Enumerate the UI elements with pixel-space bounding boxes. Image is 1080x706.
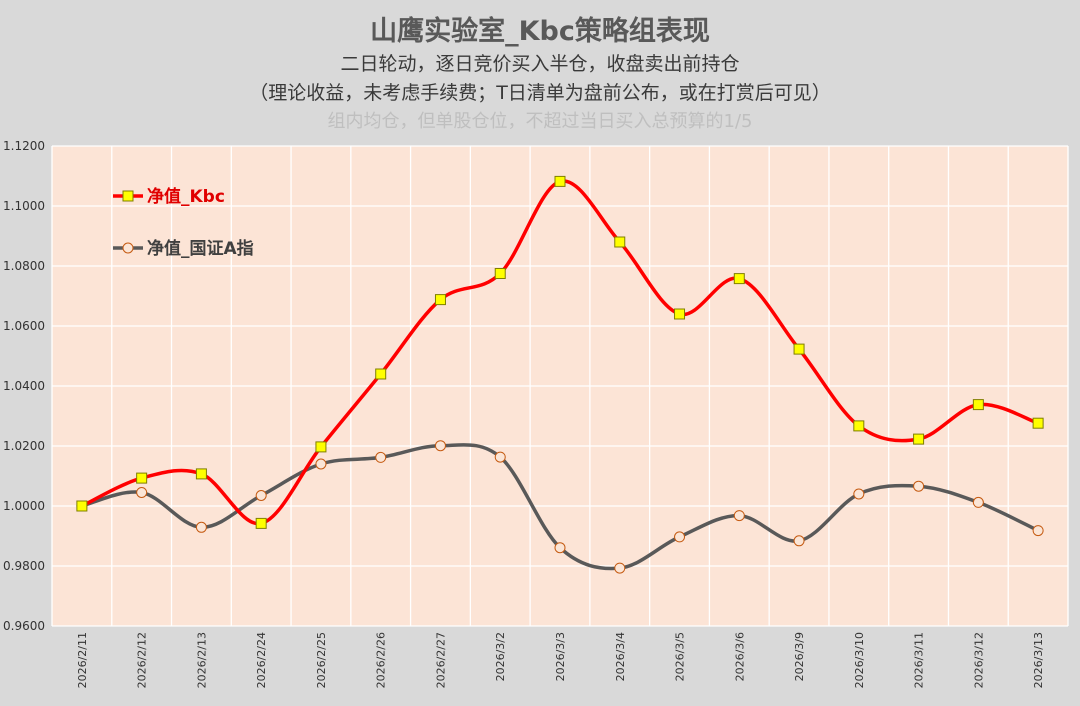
x-tick-label: 2026/3/6 [733, 632, 746, 681]
x-tick-label: 2026/3/2 [494, 632, 507, 681]
kbc-point-9 [614, 236, 626, 248]
series-markers [76, 175, 1044, 574]
x-tick-label: 2026/2/11 [76, 632, 89, 688]
x-tick-label: 2026/3/12 [972, 632, 985, 688]
index-point-8 [554, 542, 566, 554]
kbc-point-16 [1032, 417, 1044, 429]
y-tick-label: 1.0800 [3, 259, 45, 273]
kbc-point-1 [136, 472, 148, 484]
kbc-point-15 [972, 399, 984, 411]
grid-lines [51, 145, 1069, 627]
chart-title: 山鹰实验室_Kbc策略组表现 [370, 15, 710, 47]
index-point-10 [674, 531, 686, 543]
index-point-12 [793, 535, 805, 547]
x-tick-label: 2026/3/10 [853, 632, 866, 688]
y-tick-label: 1.1000 [3, 199, 45, 213]
x-tick-label: 2026/2/26 [375, 632, 388, 688]
kbc-point-12 [793, 343, 805, 355]
y-tick-label: 1.1200 [3, 139, 45, 153]
index-point-1 [136, 487, 148, 498]
legend-item-index[interactable]: 净值_国证A指 [113, 238, 254, 259]
x-tick-label: 2026/3/11 [913, 632, 926, 688]
legend-item-kbc[interactable]: 净值_Kbc [113, 186, 225, 207]
x-tick-label: 2026/2/13 [195, 632, 208, 688]
index-point-3 [255, 490, 267, 501]
legend-kbc-label: 净值_Kbc [147, 186, 225, 207]
index-point-6 [434, 440, 446, 452]
index-point-4 [315, 458, 327, 470]
x-tick-label: 2026/2/12 [136, 632, 149, 688]
chart-subtitle-3: 组内均仓，但单股仓位，不超过当日买入总预算的1/5 [328, 111, 753, 132]
y-tick-label: 0.9800 [3, 559, 45, 573]
index-point-7 [494, 451, 506, 463]
chart-subtitle-2: （理论收益，未考虑手续费；T日清单为盘前公布，或在打赏后可见） [249, 82, 831, 104]
legend-index-label: 净值_国证A指 [147, 238, 254, 259]
x-tick-label: 2026/3/13 [1032, 632, 1045, 688]
x-tick-label: 2026/3/9 [793, 632, 806, 681]
kbc-point-14 [913, 433, 925, 445]
x-tick-label: 2026/3/3 [554, 632, 567, 681]
legend-index-marker [122, 242, 134, 254]
kbc-point-10 [674, 308, 686, 320]
index-point-16 [1032, 525, 1044, 537]
index-point-11 [733, 510, 745, 522]
y-tick-label: 1.0000 [3, 499, 45, 513]
kbc-point-7 [494, 268, 506, 279]
y-axis-ticks: 0.9600 0.9800 1.0000 1.0200 1.0400 1.0600 1.08… [3, 139, 45, 633]
index-point-15 [972, 496, 984, 508]
kbc-point-0 [76, 500, 88, 512]
index-point-14 [913, 480, 925, 492]
x-tick-label: 2026/2/25 [315, 632, 328, 688]
legend-kbc-marker [122, 190, 134, 202]
kbc-point-8 [554, 175, 566, 187]
x-tick-label: 2026/2/27 [434, 632, 447, 688]
y-tick-label: 1.0600 [3, 319, 45, 333]
index-point-2 [195, 521, 207, 533]
kbc-point-4 [315, 441, 327, 453]
x-tick-label: 2026/3/5 [674, 632, 687, 681]
index-point-13 [853, 488, 865, 500]
x-tick-label: 2026/3/4 [614, 632, 627, 681]
index-point-5 [375, 451, 387, 463]
index-point-9 [614, 562, 626, 574]
y-tick-label: 1.0200 [3, 439, 45, 453]
chart-subtitle-1: 二日轮动，逐日竞价买入半仓，收盘卖出前持仓 [340, 53, 739, 75]
kbc-point-5 [375, 368, 387, 380]
y-tick-label: 1.0400 [3, 379, 45, 393]
legend: 净值_Kbc 净值_国证A指 [113, 186, 254, 259]
kbc-point-2 [195, 468, 207, 480]
x-axis-ticks: 2026/2/11 2026/2/12 2026/2/13 2026/2/24 2026… [76, 632, 1045, 688]
kbc-point-13 [853, 420, 865, 432]
x-tick-label: 2026/2/24 [255, 632, 268, 688]
kbc-point-11 [733, 273, 745, 285]
kbc-point-6 [434, 294, 446, 306]
y-tick-label: 0.9600 [3, 619, 45, 633]
kbc-point-3 [255, 517, 267, 529]
